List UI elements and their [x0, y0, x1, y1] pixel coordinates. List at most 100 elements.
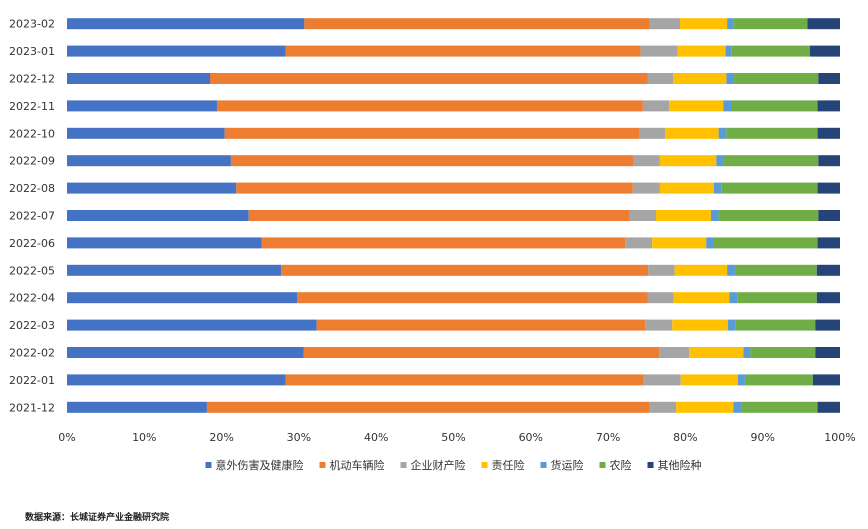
bar-segment	[718, 127, 727, 139]
bar-segment	[67, 127, 225, 139]
legend: 意外伤害及健康险 机动车辆险 企业财产险 责任险 货运险 农险 其他险种	[205, 458, 702, 472]
bar-segment	[67, 73, 210, 84]
category-label: 2022-12	[9, 73, 55, 86]
bar-segment	[812, 374, 840, 386]
bar-segment	[649, 18, 680, 30]
bar-segment	[647, 73, 674, 84]
bar-segment	[750, 347, 816, 358]
bar-segment	[716, 155, 725, 167]
bar-segment	[659, 347, 690, 358]
bar-segment	[726, 127, 818, 139]
bar-segment	[656, 210, 711, 221]
bar-segment	[815, 319, 840, 331]
legend-item: 机动车辆险	[319, 458, 385, 472]
x-tick-label: 10%	[132, 431, 156, 444]
bar-segment	[665, 127, 719, 139]
bar-segment	[689, 347, 744, 358]
legend-item: 农险	[599, 458, 632, 472]
bar-segment	[809, 45, 840, 57]
bar-segment	[677, 45, 726, 57]
legend-label: 农险	[610, 458, 632, 472]
bar-segment	[743, 347, 751, 358]
legend-item: 责任险	[481, 458, 525, 472]
bar-segment	[67, 374, 286, 386]
bar-segment	[731, 100, 818, 112]
bar-segment	[649, 401, 677, 413]
bar-segment	[625, 237, 653, 249]
bar-segment	[741, 401, 818, 413]
bar-segment	[230, 155, 634, 167]
category-labels: 2023-02 2023-01 2022-12 2022-11 2022-10 2022-…	[9, 18, 55, 415]
bar-segment	[817, 182, 840, 194]
bar-segment	[224, 127, 640, 139]
bar-segment	[285, 45, 641, 57]
bar-segment	[281, 264, 649, 276]
category-label: 2022-01	[9, 374, 55, 387]
x-tick-label: 60%	[519, 431, 543, 444]
bar-segment	[633, 155, 660, 167]
bar-segment	[206, 401, 650, 413]
x-axis-ticks: 0% 10% 20% 30% 40% 50% 60% 70% 80% 90% 100%	[58, 431, 855, 444]
bar-segment	[628, 210, 657, 221]
bar-segment	[67, 347, 304, 358]
category-label: 2022-05	[9, 264, 55, 277]
bar-segment	[679, 18, 728, 30]
bar-segment	[818, 73, 840, 84]
bar-segment	[726, 73, 735, 84]
bar-segment	[652, 237, 707, 249]
bar-segment	[729, 292, 738, 304]
bar-segment	[304, 18, 650, 30]
bar-segment	[67, 210, 249, 221]
legend-label: 意外伤害及健康险	[216, 458, 304, 472]
legend-item: 货运险	[540, 458, 584, 472]
bar-segment	[727, 18, 734, 30]
bar-segment	[817, 237, 840, 249]
legend-item: 其他险种	[647, 458, 702, 472]
bar-segment	[816, 292, 840, 304]
bar-segment	[659, 155, 717, 167]
legend-label: 机动车辆险	[330, 458, 385, 472]
bar-segment	[285, 374, 644, 386]
legend-swatch	[647, 462, 654, 468]
category-label: 2022-04	[9, 292, 55, 305]
bar-segment	[67, 155, 231, 167]
legend-label: 企业财产险	[411, 458, 466, 472]
legend-swatch	[400, 462, 407, 468]
category-label: 2022-08	[9, 182, 55, 195]
x-tick-label: 40%	[364, 431, 388, 444]
legend-item: 意外伤害及健康险	[205, 458, 304, 472]
x-tick-label: 20%	[209, 431, 233, 444]
bar-segment	[67, 319, 317, 331]
bar-segment	[815, 347, 840, 358]
bar-segment	[67, 401, 207, 413]
bar-segment	[733, 401, 742, 413]
bar-segment	[210, 73, 648, 84]
bar-segment	[216, 100, 643, 112]
bar-segment	[248, 210, 629, 221]
bars-group	[67, 18, 840, 413]
category-label: 2022-07	[9, 210, 55, 223]
bar-segment	[807, 18, 840, 30]
bar-segment	[714, 182, 722, 194]
bar-segment	[642, 100, 670, 112]
bar-segment	[706, 237, 714, 249]
x-tick-label: 0%	[58, 431, 75, 444]
legend-swatch	[540, 462, 547, 468]
category-label: 2022-02	[9, 347, 55, 360]
legend-swatch	[599, 462, 606, 468]
bar-segment	[817, 100, 840, 112]
bar-segment	[680, 374, 738, 386]
bar-segment	[640, 45, 678, 57]
bar-segment	[643, 374, 681, 386]
bar-segment	[817, 401, 840, 413]
bar-segment	[734, 73, 819, 84]
bar-segment	[632, 182, 660, 194]
legend-label: 责任险	[492, 458, 525, 472]
bar-segment	[714, 237, 818, 249]
source-note: 数据来源：长城证券产业金融研究院	[25, 513, 170, 523]
bar-segment	[67, 237, 262, 249]
category-label: 2022-11	[9, 100, 55, 113]
legend-item: 企业财产险	[400, 458, 466, 472]
category-label: 2023-02	[9, 18, 55, 31]
